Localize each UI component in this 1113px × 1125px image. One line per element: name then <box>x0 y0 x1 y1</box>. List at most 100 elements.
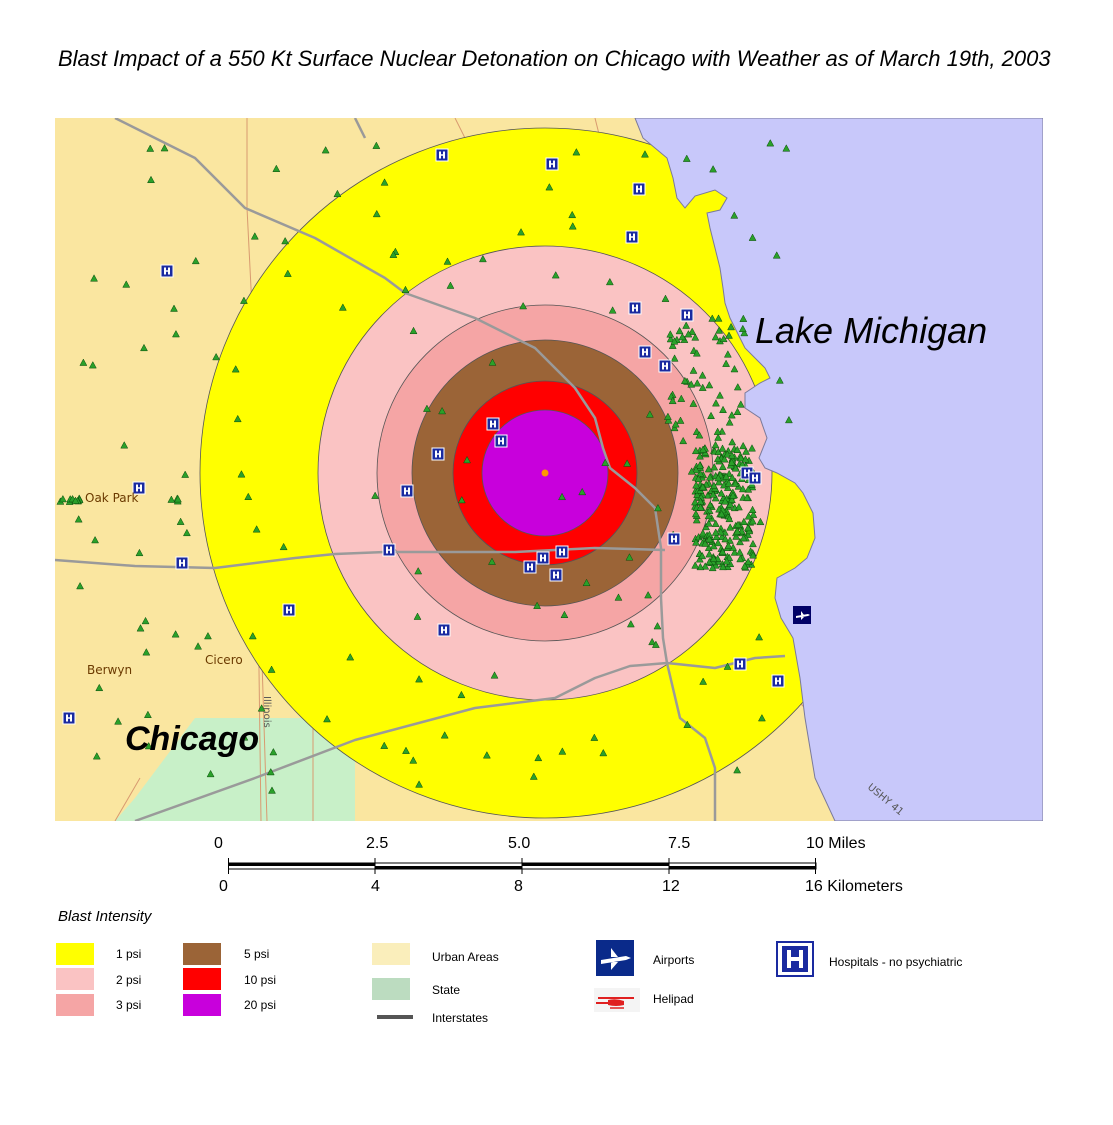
legend-swatch-1psi <box>56 943 94 965</box>
vegetation-marker <box>713 427 722 435</box>
vegetation-marker <box>711 333 720 341</box>
scale-km-0: 0 <box>219 878 228 895</box>
vegetation-marker <box>176 517 185 525</box>
vegetation-marker <box>692 481 701 489</box>
vegetation-marker <box>708 314 717 322</box>
hospital-marker <box>523 560 537 574</box>
vegetation-marker <box>371 491 380 499</box>
vegetation-marker <box>250 232 259 240</box>
vegetation-marker <box>380 178 389 186</box>
vegetation-marker <box>248 631 257 640</box>
vegetation-marker <box>735 548 744 556</box>
vegetation-marker <box>711 519 720 527</box>
vegetation-marker <box>181 470 190 478</box>
vegetation-marker <box>171 630 180 638</box>
legend-label-urban: Urban Areas <box>432 950 499 964</box>
vegetation-marker <box>568 222 577 230</box>
vegetation-marker <box>691 561 700 569</box>
vegetation-marker <box>712 532 721 541</box>
vegetation-marker <box>440 731 449 739</box>
vegetation-marker <box>626 620 635 628</box>
vegetation-marker <box>733 766 742 774</box>
vegetation-marker <box>409 326 418 335</box>
vegetation-marker <box>691 509 700 518</box>
vegetation-marker <box>488 358 497 366</box>
vegetation-marker <box>695 431 704 439</box>
vegetation-marker <box>323 714 331 723</box>
vegetation-marker <box>614 593 623 601</box>
vegetation-marker <box>91 535 99 544</box>
vegetation-marker <box>490 671 499 679</box>
vegetation-marker <box>141 616 150 625</box>
hospital-icon <box>776 941 814 977</box>
legend-swatch-10psi <box>183 968 221 990</box>
vegetation-marker <box>446 281 455 289</box>
vegetation-marker <box>705 380 714 389</box>
map-panel[interactable]: Lake Michigan Chicago Oak Park Berwyn Ci… <box>55 118 1043 821</box>
hospital-marker <box>628 301 642 315</box>
vegetation-marker <box>687 467 696 475</box>
vegetation-marker <box>666 334 675 343</box>
vegetation-marker <box>346 653 355 661</box>
ground-zero <box>541 469 549 477</box>
vegetation-marker <box>644 591 653 599</box>
vegetation-marker <box>645 410 654 418</box>
vegetation-marker <box>756 517 765 526</box>
oak-park-label: Oak Park <box>85 491 139 505</box>
vegetation-marker <box>699 677 708 685</box>
vegetation-marker <box>478 254 487 263</box>
vegetation-marker <box>719 405 727 413</box>
vegetation-marker <box>488 557 496 565</box>
vegetation-marker <box>707 411 715 419</box>
vegetation-marker <box>724 479 733 487</box>
vegetation-marker <box>726 523 735 531</box>
vegetation-marker <box>719 334 728 343</box>
map-canvas[interactable]: Lake Michigan Chicago Oak Park Berwyn Ci… <box>55 118 1043 821</box>
vegetation-marker <box>733 383 742 391</box>
vegetation-marker <box>661 294 670 302</box>
vegetation-marker <box>167 495 176 503</box>
vegetation-marker <box>698 529 707 537</box>
vegetation-marker <box>758 714 766 722</box>
vegetation-marker <box>144 741 153 750</box>
hospital-marker <box>382 543 396 557</box>
vegetation-marker <box>730 364 739 373</box>
hospital-marker <box>771 674 785 688</box>
vegetation-marker <box>372 141 381 149</box>
hospital-marker <box>625 230 639 244</box>
vegetation-marker <box>692 516 701 524</box>
vegetation-marker <box>728 451 736 459</box>
vegetation-marker <box>733 527 742 535</box>
legend-label-10psi: 10 psi <box>244 973 277 987</box>
vegetation-marker <box>744 557 753 566</box>
vegetation-marker <box>568 210 577 219</box>
scale-bar-graphic <box>228 858 817 874</box>
hospital-marker <box>437 623 451 637</box>
legend-label-hospitals: Hospitals - no psychiatric <box>829 955 963 969</box>
vegetation-marker <box>414 566 423 575</box>
vegetation-marker <box>648 637 657 646</box>
vegetation-marker <box>711 494 720 502</box>
vegetation-marker <box>744 485 753 493</box>
vegetation-marker <box>784 415 793 424</box>
vegetation-marker <box>233 414 242 423</box>
vegetation-marker <box>415 780 423 788</box>
vegetation-marker <box>748 517 757 525</box>
vegetation-marker <box>423 404 431 412</box>
vegetation-marker <box>582 578 591 587</box>
vegetation-marker <box>114 717 123 725</box>
vegetation-marker <box>713 454 722 463</box>
vegetation-marker <box>142 648 151 656</box>
vegetation-marker <box>572 148 581 156</box>
vegetation-marker <box>732 532 741 540</box>
vegetation-marker <box>710 481 718 490</box>
vegetation-marker <box>268 786 276 794</box>
vegetation-marker <box>699 445 707 453</box>
vegetation-marker <box>704 511 713 520</box>
vegetation-marker <box>670 354 679 362</box>
vegetation-marker <box>740 562 749 570</box>
vegetation-marker <box>691 446 700 455</box>
scale-mi-4: 10 Miles <box>806 835 866 852</box>
vegetation-marker <box>725 418 734 426</box>
vegetation-marker <box>691 333 700 341</box>
